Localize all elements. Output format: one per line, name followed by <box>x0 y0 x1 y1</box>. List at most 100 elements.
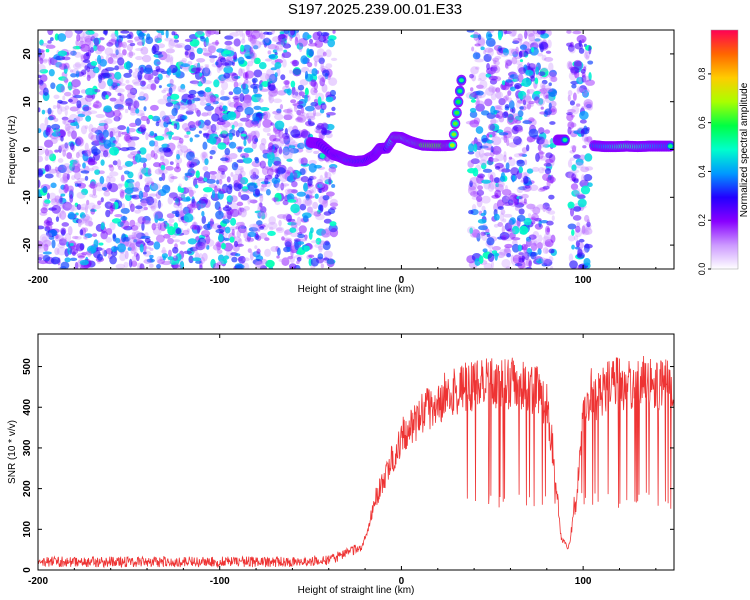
heatmap-cell <box>289 148 299 154</box>
heatmap-cell <box>513 257 519 261</box>
heatmap-cell <box>498 98 506 106</box>
heatmap-cell <box>544 108 552 116</box>
heatmap-cell <box>328 177 332 185</box>
heatmap-cell <box>69 142 75 151</box>
heatmap-cell <box>140 86 149 90</box>
heatmap-cell <box>493 223 499 228</box>
heatmap-cell <box>266 132 271 137</box>
heatmap-cell <box>529 184 539 191</box>
y-tick-label: 0 <box>22 146 33 152</box>
heatmap-cell <box>61 116 69 121</box>
heatmap-cell <box>154 35 159 43</box>
heatmap-cell <box>323 218 332 224</box>
heatmap-cell <box>549 121 556 125</box>
heatmap-cell <box>317 75 324 81</box>
heatmap-cell <box>70 73 77 78</box>
heatmap-cell <box>139 243 144 253</box>
heatmap-cell <box>284 231 289 237</box>
heatmap-cell <box>100 230 108 240</box>
heatmap-cell <box>157 32 162 41</box>
heatmap-cell <box>119 189 125 197</box>
heatmap-cell <box>518 198 524 203</box>
heatmap-cell <box>308 42 318 47</box>
heatmap-cell <box>186 130 191 135</box>
heatmap-cell <box>514 263 523 267</box>
heatmap-cell <box>470 34 480 39</box>
heatmap-cell <box>267 158 273 168</box>
heatmap-cell <box>583 174 593 182</box>
heatmap-cell <box>492 57 500 62</box>
heatmap-cell <box>496 251 506 259</box>
heatmap-cell <box>85 218 90 225</box>
heatmap-cell <box>234 253 241 257</box>
heatmap-cell <box>88 202 96 211</box>
heatmap-cell <box>307 61 313 68</box>
heatmap-cell <box>570 114 575 118</box>
heatmap-cell <box>451 132 457 137</box>
heatmap-cell <box>517 90 527 100</box>
heatmap-cell <box>531 46 535 53</box>
heatmap-cell <box>98 37 105 41</box>
heatmap-cell <box>545 50 552 54</box>
heatmap-cell <box>477 218 487 224</box>
heatmap-cell <box>200 151 209 161</box>
heatmap-cell <box>287 222 297 226</box>
heatmap-cell <box>90 127 99 133</box>
heatmap-cell <box>516 186 524 194</box>
heatmap-cell <box>194 107 199 114</box>
heatmap-cell <box>112 233 116 239</box>
heatmap-cell <box>510 48 519 55</box>
heatmap-cell <box>528 118 537 127</box>
heatmap-cell <box>268 94 274 104</box>
heatmap-cell <box>62 172 68 180</box>
heatmap-cell <box>316 210 321 215</box>
heatmap-cell <box>129 242 137 252</box>
heatmap-cell <box>124 193 132 202</box>
heatmap-cell <box>252 52 257 60</box>
heatmap-cell <box>55 216 60 222</box>
heatmap-cell <box>501 168 511 173</box>
heatmap-cell <box>89 41 94 48</box>
heatmap-cell <box>82 162 86 169</box>
heatmap-cell <box>571 229 575 237</box>
heatmap-cell <box>237 106 245 113</box>
heatmap-cell <box>205 30 213 35</box>
colorbar-tick-label: 0.6 <box>697 116 707 129</box>
heatmap-cell <box>476 84 484 89</box>
heatmap-cell <box>267 89 276 97</box>
heatmap-cell <box>527 213 532 218</box>
heatmap-cell <box>38 240 44 248</box>
heatmap-cell <box>169 78 174 85</box>
heatmap-cell <box>544 96 555 104</box>
heatmap-cell <box>573 206 582 212</box>
heatmap-cell <box>252 223 259 232</box>
heatmap-cell <box>77 218 85 226</box>
heatmap-cell <box>501 234 507 241</box>
heatmap-cell <box>473 31 479 41</box>
heatmap-cell <box>129 87 138 96</box>
heatmap-cell <box>161 246 166 255</box>
heatmap-cell <box>535 152 540 162</box>
heatmap-cell <box>166 121 173 125</box>
heatmap-cell <box>54 195 61 203</box>
heatmap-cell <box>59 195 63 204</box>
heatmap-cell <box>475 66 480 70</box>
heatmap-cell <box>548 194 555 200</box>
heatmap-cell <box>197 180 206 184</box>
heatmap-cell <box>310 227 314 234</box>
heatmap-cell <box>238 68 243 77</box>
heatmap-cell <box>44 116 49 127</box>
heatmap-cell <box>178 87 187 93</box>
heatmap-cell <box>545 152 553 159</box>
heatmap-cell <box>331 106 336 112</box>
heatmap-cell <box>582 75 590 83</box>
heatmap-cell <box>117 107 125 111</box>
heatmap-cell <box>136 41 145 46</box>
heatmap-cell <box>245 119 254 128</box>
heatmap-cell <box>98 132 104 141</box>
heatmap-cell <box>548 102 552 110</box>
heatmap-cell <box>154 168 163 175</box>
heatmap-cell <box>149 104 159 111</box>
heatmap-cell <box>89 167 94 172</box>
